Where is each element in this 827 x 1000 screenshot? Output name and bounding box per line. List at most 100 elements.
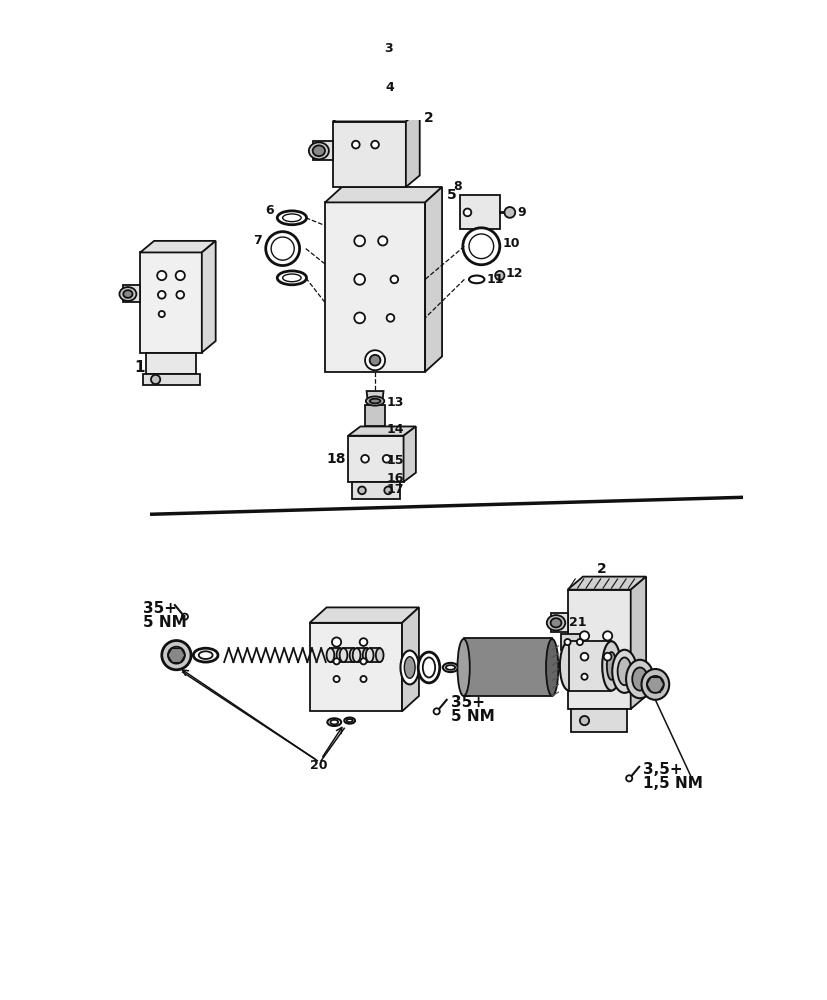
Ellipse shape	[366, 396, 384, 406]
Text: 8: 8	[453, 180, 461, 193]
Text: 11: 11	[486, 273, 504, 286]
Circle shape	[333, 676, 339, 682]
Ellipse shape	[119, 287, 136, 301]
Text: 5 NM: 5 NM	[142, 615, 186, 630]
Circle shape	[333, 658, 339, 664]
Circle shape	[354, 312, 365, 323]
Text: 35+: 35+	[142, 601, 176, 616]
Ellipse shape	[369, 399, 380, 403]
Circle shape	[386, 314, 394, 322]
Ellipse shape	[349, 648, 357, 662]
Polygon shape	[566, 590, 630, 709]
Polygon shape	[424, 187, 442, 372]
Text: 20: 20	[309, 759, 327, 772]
Text: 4: 4	[385, 81, 394, 94]
Ellipse shape	[457, 639, 469, 696]
Polygon shape	[325, 187, 442, 202]
Ellipse shape	[277, 211, 306, 225]
Circle shape	[369, 355, 380, 366]
Text: 7: 7	[253, 234, 262, 247]
Circle shape	[354, 235, 365, 246]
Polygon shape	[202, 241, 215, 353]
Ellipse shape	[625, 660, 653, 698]
Ellipse shape	[369, 487, 380, 492]
Circle shape	[360, 658, 366, 664]
Circle shape	[390, 276, 398, 283]
Polygon shape	[347, 426, 415, 436]
Circle shape	[365, 350, 385, 370]
Circle shape	[182, 614, 188, 620]
Circle shape	[368, 48, 381, 62]
Polygon shape	[405, 110, 419, 187]
Ellipse shape	[277, 271, 306, 285]
Ellipse shape	[282, 274, 301, 282]
Polygon shape	[356, 648, 366, 662]
Text: 14: 14	[386, 423, 404, 436]
Circle shape	[176, 291, 184, 299]
Ellipse shape	[366, 648, 373, 662]
Polygon shape	[568, 641, 610, 691]
Text: 3,5+: 3,5+	[643, 762, 681, 777]
Ellipse shape	[468, 276, 484, 283]
Text: 13: 13	[386, 396, 404, 409]
Polygon shape	[330, 648, 340, 662]
Circle shape	[370, 141, 379, 148]
Text: 2: 2	[596, 562, 606, 576]
Ellipse shape	[601, 641, 620, 691]
Ellipse shape	[368, 465, 381, 471]
Text: 21: 21	[568, 616, 586, 629]
Ellipse shape	[194, 648, 218, 662]
Ellipse shape	[365, 85, 385, 94]
Polygon shape	[325, 202, 424, 372]
Ellipse shape	[468, 234, 493, 259]
Text: 1,5 NM: 1,5 NM	[643, 776, 702, 791]
Circle shape	[564, 639, 570, 645]
Circle shape	[384, 487, 391, 494]
Circle shape	[332, 637, 341, 647]
Circle shape	[504, 207, 514, 218]
Ellipse shape	[265, 232, 299, 266]
Ellipse shape	[641, 669, 668, 700]
Circle shape	[382, 455, 390, 463]
Polygon shape	[123, 285, 140, 302]
Ellipse shape	[370, 427, 380, 432]
Polygon shape	[343, 648, 353, 662]
Circle shape	[158, 291, 165, 299]
Ellipse shape	[632, 667, 647, 691]
Circle shape	[161, 641, 191, 670]
Circle shape	[602, 631, 611, 641]
Circle shape	[495, 271, 504, 280]
Polygon shape	[140, 252, 202, 353]
Polygon shape	[566, 577, 645, 590]
Ellipse shape	[375, 648, 383, 662]
Polygon shape	[402, 607, 418, 711]
Ellipse shape	[123, 290, 132, 298]
Ellipse shape	[369, 87, 380, 92]
Ellipse shape	[550, 618, 561, 627]
Ellipse shape	[462, 228, 500, 265]
Polygon shape	[309, 607, 418, 623]
Ellipse shape	[418, 652, 439, 683]
Polygon shape	[309, 623, 402, 711]
Polygon shape	[366, 391, 383, 420]
Ellipse shape	[545, 639, 557, 696]
Circle shape	[157, 271, 166, 280]
Text: 35+: 35+	[450, 695, 484, 710]
Ellipse shape	[611, 650, 636, 693]
Ellipse shape	[330, 720, 337, 724]
Polygon shape	[146, 353, 195, 374]
Polygon shape	[630, 577, 645, 709]
Circle shape	[581, 674, 587, 680]
Text: 18: 18	[326, 452, 346, 466]
Circle shape	[646, 676, 663, 693]
Circle shape	[359, 638, 367, 646]
Ellipse shape	[326, 648, 334, 662]
Polygon shape	[332, 110, 419, 122]
Ellipse shape	[442, 663, 457, 672]
Polygon shape	[550, 613, 566, 632]
Circle shape	[463, 209, 471, 216]
Polygon shape	[365, 405, 385, 426]
Ellipse shape	[344, 718, 355, 724]
Polygon shape	[313, 141, 332, 160]
Ellipse shape	[362, 648, 370, 662]
